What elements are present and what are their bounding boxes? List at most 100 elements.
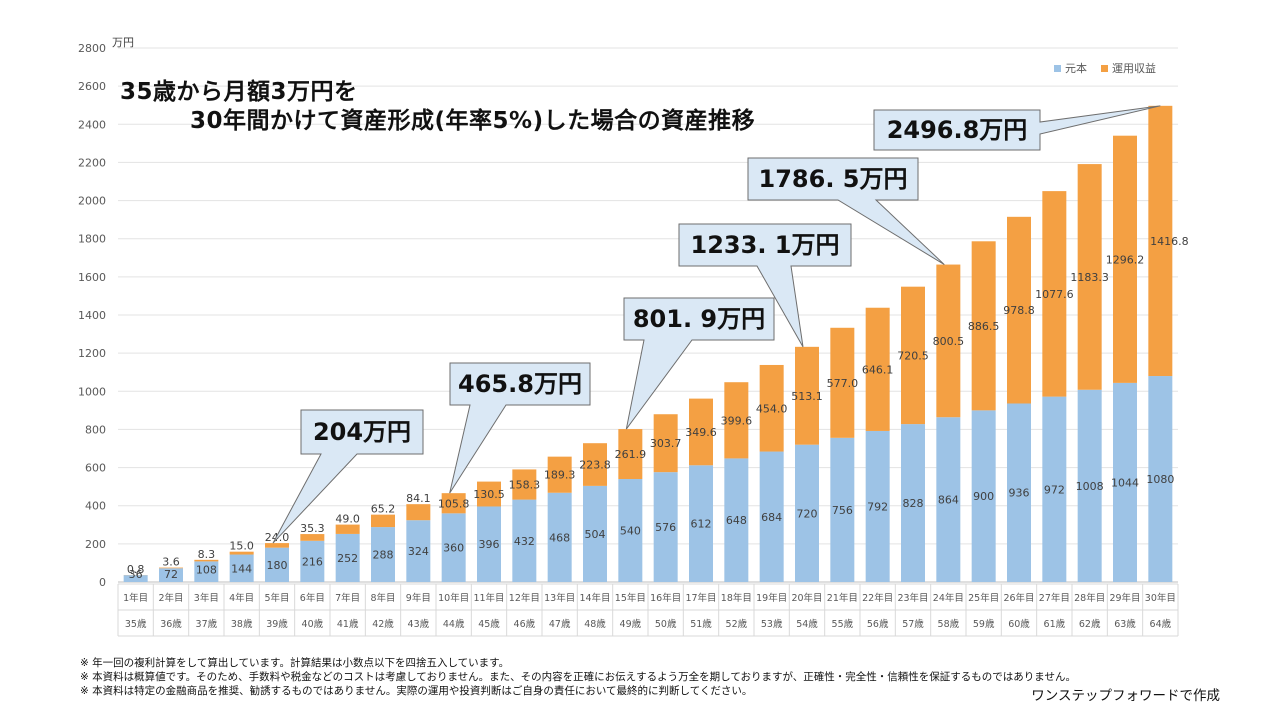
- x-category-year: 24年目: [933, 592, 964, 604]
- label-returns: 454.0: [756, 402, 788, 415]
- label-principal: 756: [832, 504, 853, 517]
- bar-returns: [971, 241, 996, 411]
- bar-principal: [936, 417, 961, 582]
- label-returns: 105.8: [438, 497, 470, 510]
- bar-principal: [1148, 376, 1173, 582]
- legend-item-principal: 元本: [1054, 60, 1087, 76]
- x-category-age: 36歳: [160, 618, 182, 630]
- bar-returns: [689, 398, 713, 466]
- bar-returns: [1077, 164, 1102, 390]
- bar-principal: [371, 527, 395, 582]
- label-returns: 1416.8: [1150, 235, 1189, 248]
- label-principal: 828: [903, 497, 924, 510]
- x-category-age: 37歳: [196, 618, 218, 630]
- label-principal: 288: [373, 549, 394, 562]
- x-category-age: 52歳: [726, 618, 748, 630]
- label-principal: 468: [549, 531, 570, 544]
- bar-principal: [512, 499, 537, 582]
- label-returns: 1183.3: [1070, 271, 1109, 284]
- label-principal: 396: [479, 538, 500, 551]
- x-category-age: 63歳: [1114, 618, 1136, 630]
- bar-returns: [1113, 135, 1137, 383]
- x-category-year: 27年目: [1039, 592, 1070, 604]
- x-category-year: 21年目: [827, 592, 858, 604]
- x-category-age: 41歳: [337, 618, 359, 630]
- legend-label-returns: 運用収益: [1112, 62, 1156, 75]
- chart-title-line-1: 35歳から月額3万円を: [120, 79, 358, 105]
- bar-principal: [335, 533, 360, 582]
- label-returns: 646.1: [862, 363, 894, 376]
- bar-returns: [759, 364, 784, 452]
- label-returns: 223.8: [579, 459, 611, 472]
- y-tick-label: 2800: [78, 42, 106, 55]
- callout-box: [873, 105, 1161, 151]
- bar-returns: [547, 456, 572, 493]
- x-category-year: 17年目: [685, 592, 716, 604]
- x-category-age: 59歳: [973, 618, 995, 630]
- x-category-year: 20年目: [791, 592, 822, 604]
- callout-text: 465.8万円: [458, 370, 582, 398]
- callout: 465.8万円: [449, 362, 591, 494]
- bar-principal: [123, 575, 148, 582]
- callout-text: 2496.8万円: [887, 116, 1028, 144]
- x-category-year: 22年目: [862, 592, 893, 604]
- x-category-age: 49歳: [620, 618, 642, 630]
- label-returns: 130.5: [473, 488, 505, 501]
- y-tick-label: 2400: [78, 118, 106, 131]
- x-category-year: 9年目: [406, 592, 431, 604]
- bar-returns: [795, 346, 819, 445]
- bar-returns: [406, 504, 431, 521]
- x-category-year: 30年目: [1145, 592, 1176, 604]
- x-category-year: 1年目: [123, 592, 148, 604]
- label-principal: 576: [655, 521, 676, 534]
- label-principal: 360: [443, 542, 464, 555]
- callout: 801. 9万円: [623, 297, 775, 430]
- label-principal: 648: [726, 514, 747, 527]
- label-returns: 399.6: [721, 414, 753, 427]
- bar-returns: [653, 414, 678, 473]
- x-category-year: 7年目: [335, 592, 360, 604]
- x-category-year: 29年目: [1109, 592, 1140, 604]
- legend-item-returns: 運用収益: [1101, 60, 1156, 76]
- bar-principal: [618, 479, 643, 582]
- bar-principal: [1113, 382, 1137, 582]
- x-category-age: 46歳: [514, 618, 536, 630]
- legend-label-principal: 元本: [1065, 62, 1087, 75]
- x-category-age: 64歳: [1150, 618, 1172, 630]
- y-tick-label: 1200: [78, 347, 106, 360]
- bar-returns: [901, 286, 925, 425]
- y-tick-label: 400: [85, 500, 106, 513]
- bar-returns: [1042, 191, 1067, 397]
- bar-principal: [830, 437, 855, 582]
- label-principal: 36: [129, 568, 143, 581]
- label-returns: 1077.6: [1035, 288, 1074, 301]
- footnote-2: ※ 本資料は概算値です。そのため、手数料や税金などのコストは考慮しておりません。…: [80, 671, 1076, 683]
- x-category-year: 25年目: [968, 592, 999, 604]
- footnote-3: ※ 本資料は特定の金融商品を推奨、勧誘するものではありません。実際の運用や投資判…: [80, 685, 753, 697]
- x-category-age: 40歳: [302, 618, 324, 630]
- x-category-age: 42歳: [372, 618, 394, 630]
- bar-principal: [1077, 389, 1102, 582]
- bar-principal: [865, 430, 890, 582]
- y-tick-label: 2200: [78, 156, 106, 169]
- y-tick-label: 800: [85, 423, 106, 436]
- y-tick-label: 600: [85, 462, 106, 475]
- bar-returns: [194, 559, 219, 562]
- label-returns: 577.0: [827, 377, 859, 390]
- y-tick-label: 200: [85, 538, 106, 551]
- x-category-age: 51歳: [690, 618, 712, 630]
- x-category-year: 11年目: [473, 592, 504, 604]
- callout-text: 1786. 5万円: [759, 165, 908, 193]
- x-category-age: 35歳: [125, 618, 147, 630]
- x-category-age: 50歳: [655, 618, 677, 630]
- bars: [123, 105, 1173, 582]
- bar-principal: [229, 554, 254, 582]
- label-principal: 1008: [1076, 480, 1104, 493]
- x-category-year: 3年目: [194, 592, 219, 604]
- x-category-year: 6年目: [300, 592, 325, 604]
- x-category-year: 23年目: [897, 592, 928, 604]
- bar-principal: [795, 444, 819, 582]
- y-axis: 0 200 400 600 800 1000 1200 1400 1600 1800 2000 220…: [78, 42, 106, 589]
- bar-returns: [335, 524, 360, 534]
- bar-returns: [229, 551, 254, 555]
